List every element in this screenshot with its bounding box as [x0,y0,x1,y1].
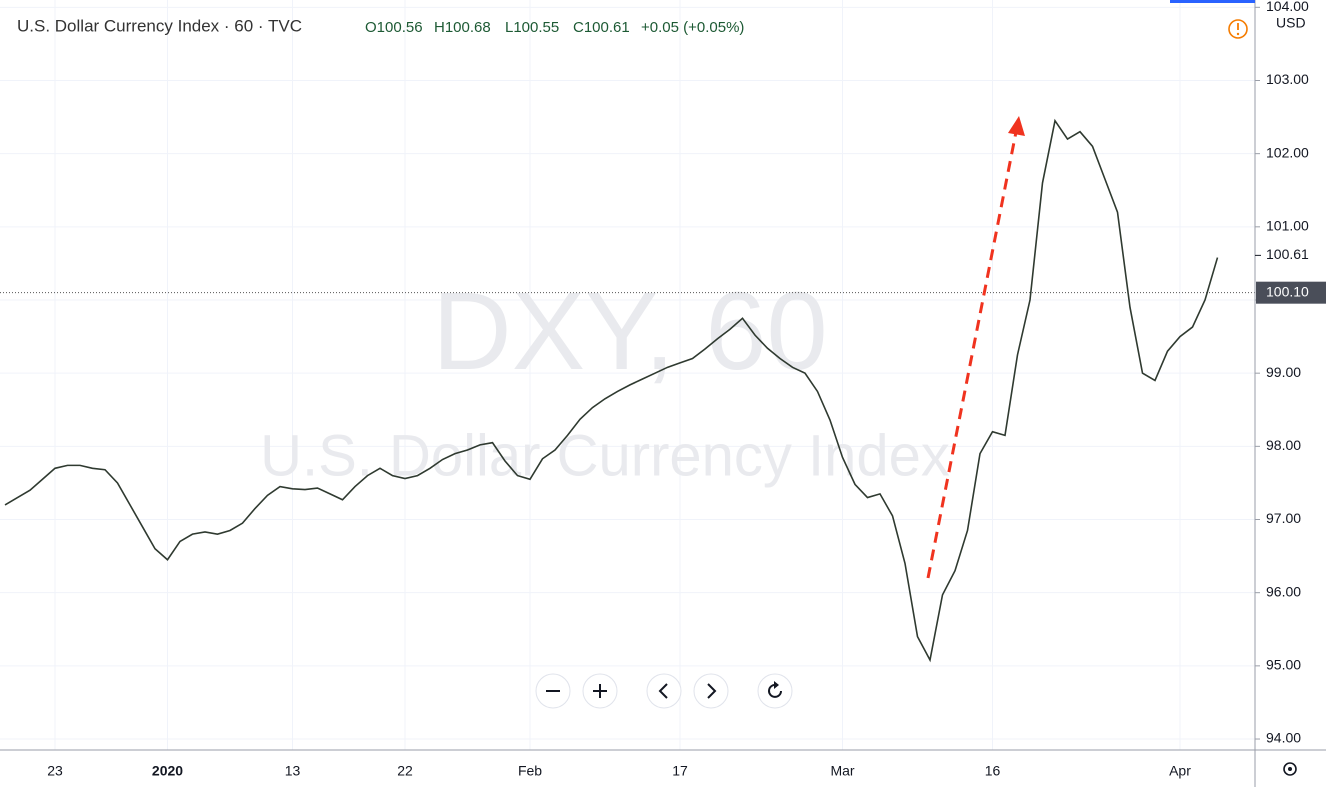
trend-arrow [926,116,1025,579]
y-tick-label: 101.00 [1266,218,1309,234]
x-tick-label: 17 [672,763,688,779]
ohlc-high: H100.68 [434,19,491,36]
ohlc-open: O100.56 [365,19,423,36]
zoom-out-button[interactable] [535,673,571,709]
y-tick-label: 99.00 [1266,364,1301,380]
watermark-symbol: DXY, 60 [432,270,827,393]
price-line [4,118,1219,663]
y-tick-label: 102.00 [1266,144,1309,160]
x-tick-label: Mar [830,763,854,779]
x-tick-label: 22 [397,763,413,779]
chart-title: U.S. Dollar Currency Index · 60 · TVC [17,16,302,35]
y-tick-label: 96.00 [1266,583,1301,599]
x-tick-label: 2020 [152,763,183,779]
scroll-left-button[interactable] [646,673,682,709]
ohlc-change: +0.05 (+0.05%) [641,19,744,36]
last-price-label: 100.61 [1266,246,1309,262]
y-tick-label: 95.00 [1266,657,1301,673]
x-tick-label: Feb [518,763,542,779]
zoom-in-button[interactable] [582,673,618,709]
y-tick-label: 104.00 [1266,0,1309,14]
ohlc-low: L100.55 [505,19,559,36]
info-icon[interactable] [1228,19,1248,39]
x-tick-label: 23 [47,763,63,779]
settings-button[interactable] [1283,762,1297,776]
y-tick-label: 97.00 [1266,510,1301,526]
top-accent [1170,0,1255,3]
scroll-right-button[interactable] [693,673,729,709]
ohlc-close: C100.61 [573,19,630,36]
x-tick-label: 13 [285,763,301,779]
y-tick-label: 94.00 [1266,730,1301,746]
crosshair-label-box [1256,281,1326,304]
y-tick-label: 98.00 [1266,437,1301,453]
x-tick-label: 16 [985,763,1001,779]
crosshair-label: 100.10 [1266,283,1309,299]
y-tick-label: 103.00 [1266,71,1309,87]
currency-label: USD [1276,15,1306,31]
x-tick-label: Apr [1169,763,1191,779]
reset-button[interactable] [757,673,793,709]
